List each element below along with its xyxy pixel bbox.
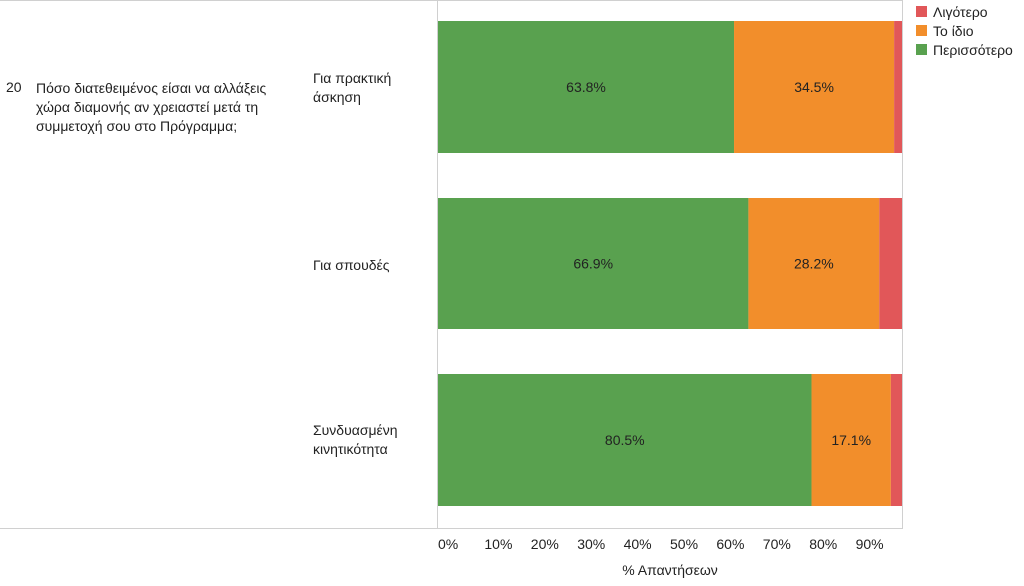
question-text: Πόσο διατεθειμένος είσαι να αλλάξεις χώρ… [36,80,267,134]
data-label: 34.5% [794,79,834,95]
legend-item: Περισσότερο [916,40,1013,59]
x-tick-label: 60% [716,536,744,552]
bar-segment [811,374,891,506]
legend-label: Λιγότερο [933,3,988,20]
x-tick-label: 70% [763,536,791,552]
data-label: 28.2% [794,256,834,272]
data-label: 17.1% [831,432,871,448]
row-label-studies: Για σπουδές [313,257,390,273]
x-tick-label: 50% [670,536,698,552]
legend-swatch [916,6,927,17]
bar-segment [879,198,902,329]
legend-item: Το ίδιο [916,21,1013,40]
x-tick-label: 30% [577,536,605,552]
bar-segment [734,21,895,153]
legend-item: Λιγότερο [916,2,1013,21]
x-tick-label: 0% [438,536,458,552]
legend: Λιγότερο Το ίδιο Περισσότερο [916,2,1013,59]
x-tick-label: 10% [484,536,512,552]
x-tick-label: 20% [531,536,559,552]
row-label-combined: Συνδυασμένη κινητικότητα [313,422,398,457]
legend-swatch [916,44,927,55]
x-tick-label: 40% [624,536,652,552]
bar-segment [894,21,902,153]
data-label: 80.5% [605,432,645,448]
bar-segment [890,374,902,506]
data-label: 63.8% [566,79,606,95]
x-tick-label: 80% [809,536,837,552]
bar-segment [438,198,749,329]
bar-segment [748,198,880,329]
x-axis-label: % Απαντήσεων [622,562,718,578]
question-number: 20 [6,79,22,95]
bar-segment [438,21,735,153]
legend-label: Το ίδιο [933,22,974,39]
x-tick-label: 90% [856,536,884,552]
row-label-internship: Για πρακτική άσκηση [313,70,392,105]
data-label: 66.9% [573,256,613,272]
bar-segment [438,374,812,506]
legend-swatch [916,25,927,36]
legend-label: Περισσότερο [933,41,1013,58]
